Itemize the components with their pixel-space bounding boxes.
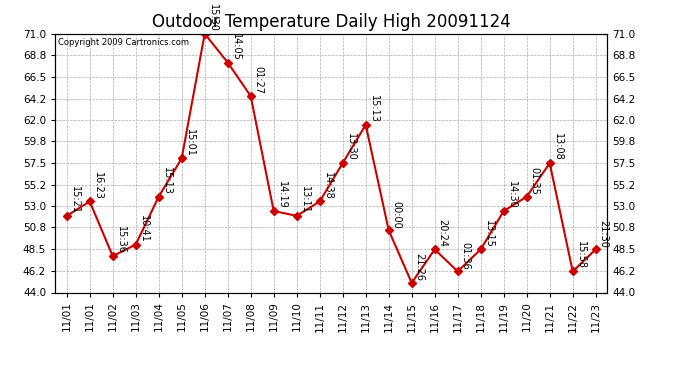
Text: 15:13: 15:13 (161, 167, 171, 195)
Text: 15:58: 15:58 (575, 242, 585, 270)
Text: 10:41: 10:41 (139, 215, 148, 243)
Text: 13:30: 13:30 (346, 134, 355, 161)
Text: 14:05: 14:05 (230, 33, 240, 61)
Text: 13:11: 13:11 (299, 186, 309, 214)
Text: 15:30: 15:30 (208, 4, 217, 32)
Text: 01:35: 01:35 (529, 167, 540, 195)
Text: 15:13: 15:13 (368, 95, 378, 123)
Title: Outdoor Temperature Daily High 20091124: Outdoor Temperature Daily High 20091124 (152, 13, 511, 31)
Text: 20:24: 20:24 (437, 219, 447, 248)
Text: 15:01: 15:01 (184, 129, 195, 156)
Text: 15:21: 15:21 (70, 186, 79, 214)
Text: 14:19: 14:19 (277, 182, 286, 209)
Text: 21:30: 21:30 (598, 220, 609, 248)
Text: 16:23: 16:23 (92, 172, 102, 200)
Text: 14:38: 14:38 (322, 172, 333, 200)
Text: 21:26: 21:26 (415, 253, 424, 281)
Text: 00:00: 00:00 (391, 201, 402, 228)
Text: 01:27: 01:27 (253, 66, 264, 94)
Text: 14:30: 14:30 (506, 182, 516, 209)
Text: 13:15: 13:15 (484, 220, 493, 248)
Text: 01:36: 01:36 (460, 242, 471, 270)
Text: Copyright 2009 Cartronics.com: Copyright 2009 Cartronics.com (58, 38, 189, 46)
Text: 13:08: 13:08 (553, 134, 562, 161)
Text: 15:36: 15:36 (115, 226, 126, 254)
